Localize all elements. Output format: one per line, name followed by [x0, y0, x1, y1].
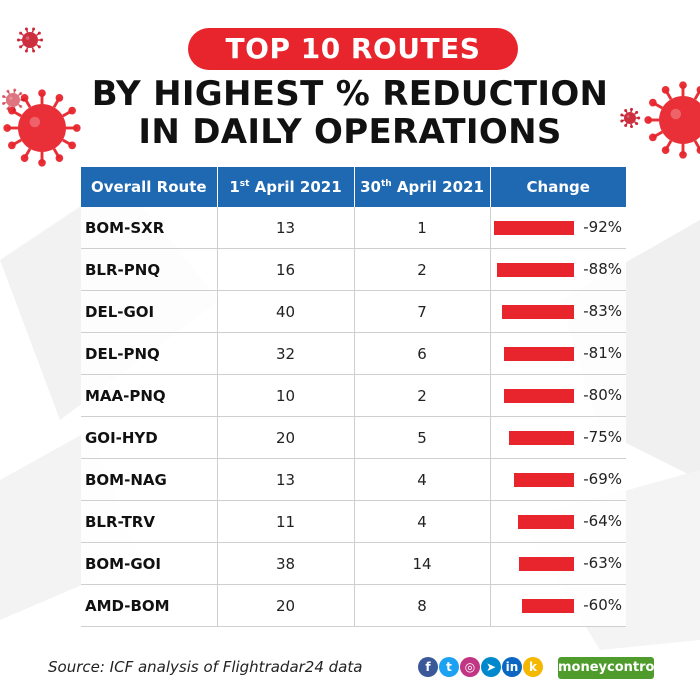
route-cell: BOM-SXR	[81, 207, 218, 249]
route-cell: DEL-GOI	[81, 290, 218, 333]
headline-badge: TOP 10 ROUTES	[188, 28, 518, 70]
change-label: -69%	[583, 470, 622, 488]
route-cell: BLR-TRV	[81, 500, 218, 543]
route-cell: AMD-BOM	[81, 584, 218, 627]
change-bar	[497, 263, 574, 277]
koo-icon[interactable]: k	[523, 657, 543, 677]
virus-icon	[1, 88, 25, 112]
virus-icon	[644, 81, 700, 159]
april-1-cell: 10	[217, 374, 355, 417]
change-label: -83%	[583, 302, 622, 320]
virus-icon	[620, 107, 641, 129]
april-1-cell: 20	[217, 584, 355, 627]
change-bar	[514, 473, 574, 487]
change-label: -60%	[583, 596, 622, 614]
change-cell: -63%	[490, 542, 626, 585]
route-cell: BOM-NAG	[81, 458, 218, 501]
april-1-cell: 32	[217, 332, 355, 375]
route-cell: BLR-PNQ	[81, 248, 218, 291]
telegram-icon[interactable]: ➤	[481, 657, 501, 677]
change-bar	[518, 515, 574, 529]
change-label: -88%	[583, 260, 622, 278]
change-cell: -88%	[490, 248, 626, 291]
route-cell: GOI-HYD	[81, 416, 218, 459]
april-30-cell: 4	[354, 500, 491, 543]
table-row: DEL-PNQ 32 6 -81%	[81, 332, 626, 375]
facebook-icon[interactable]: f	[418, 657, 438, 677]
source-note: Source: ICF analysis of Flightradar24 da…	[48, 658, 363, 676]
table-row: MAA-PNQ 10 2 -80%	[81, 374, 626, 417]
april-1-cell: 40	[217, 290, 355, 333]
april-1-cell: 16	[217, 248, 355, 291]
route-cell: MAA-PNQ	[81, 374, 218, 417]
change-cell: -80%	[490, 374, 626, 417]
title-line-2: IN DAILY OPERATIONS	[138, 112, 562, 152]
change-cell: -81%	[490, 332, 626, 375]
change-cell: -92%	[490, 207, 626, 249]
change-bar	[504, 347, 574, 361]
table-row: GOI-HYD 20 5 -75%	[81, 416, 626, 459]
header-overall-route: Overall Route	[81, 167, 218, 207]
april-30-cell: 8	[354, 584, 491, 627]
change-label: -75%	[583, 428, 622, 446]
change-cell: -75%	[490, 416, 626, 459]
april-1-cell: 11	[217, 500, 355, 543]
virus-icon	[3, 89, 81, 167]
change-label: -80%	[583, 386, 622, 404]
table-row: AMD-BOM 20 8 -60%	[81, 584, 626, 627]
april-30-cell: 7	[354, 290, 491, 333]
april-30-cell: 4	[354, 458, 491, 501]
change-label: -81%	[583, 344, 622, 362]
change-bar	[504, 389, 574, 403]
header-april-1: 1st April 2021	[217, 167, 355, 207]
table-row: BOM-GOI 38 14 -63%	[81, 542, 626, 585]
april-30-cell: 1	[354, 207, 491, 249]
table-row: BLR-PNQ 16 2 -88%	[81, 248, 626, 291]
change-cell: -69%	[490, 458, 626, 501]
april-30-cell: 14	[354, 542, 491, 585]
table-header-row: Overall Route 1st April 2021 30th April …	[81, 167, 626, 207]
april-1-cell: 13	[217, 458, 355, 501]
instagram-icon[interactable]: ◎	[460, 657, 480, 677]
table-row: BOM-SXR 13 1 -92%	[81, 207, 626, 249]
change-label: -64%	[583, 512, 622, 530]
change-bar	[519, 557, 574, 571]
route-cell: BOM-GOI	[81, 542, 218, 585]
april-30-cell: 5	[354, 416, 491, 459]
change-cell: -83%	[490, 290, 626, 333]
change-cell: -60%	[490, 584, 626, 627]
april-30-cell: 2	[354, 374, 491, 417]
april-1-cell: 13	[217, 207, 355, 249]
april-30-cell: 2	[354, 248, 491, 291]
virus-icon	[16, 27, 44, 53]
change-label: -92%	[583, 218, 622, 236]
routes-table: Overall Route 1st April 2021 30th April …	[81, 167, 626, 627]
change-cell: -64%	[490, 500, 626, 543]
moneycontrol-logo: moneycontrol	[558, 657, 659, 679]
change-label: -63%	[583, 554, 622, 572]
header-change: Change	[490, 167, 626, 207]
route-cell: DEL-PNQ	[81, 332, 218, 375]
header-april-30: 30th April 2021	[354, 167, 491, 207]
title-line-1: BY HIGHEST % REDUCTION	[91, 74, 609, 114]
april-1-cell: 38	[217, 542, 355, 585]
table-row: BLR-TRV 11 4 -64%	[81, 500, 626, 543]
twitter-icon[interactable]: t	[439, 657, 459, 677]
change-bar	[522, 599, 574, 613]
table-row: BOM-NAG 13 4 -69%	[81, 458, 626, 501]
linkedin-icon[interactable]: in	[502, 657, 522, 677]
april-30-cell: 6	[354, 332, 491, 375]
change-bar	[494, 221, 574, 235]
table-row: DEL-GOI 40 7 -83%	[81, 290, 626, 333]
april-1-cell: 20	[217, 416, 355, 459]
change-bar	[502, 305, 574, 319]
change-bar	[509, 431, 574, 445]
